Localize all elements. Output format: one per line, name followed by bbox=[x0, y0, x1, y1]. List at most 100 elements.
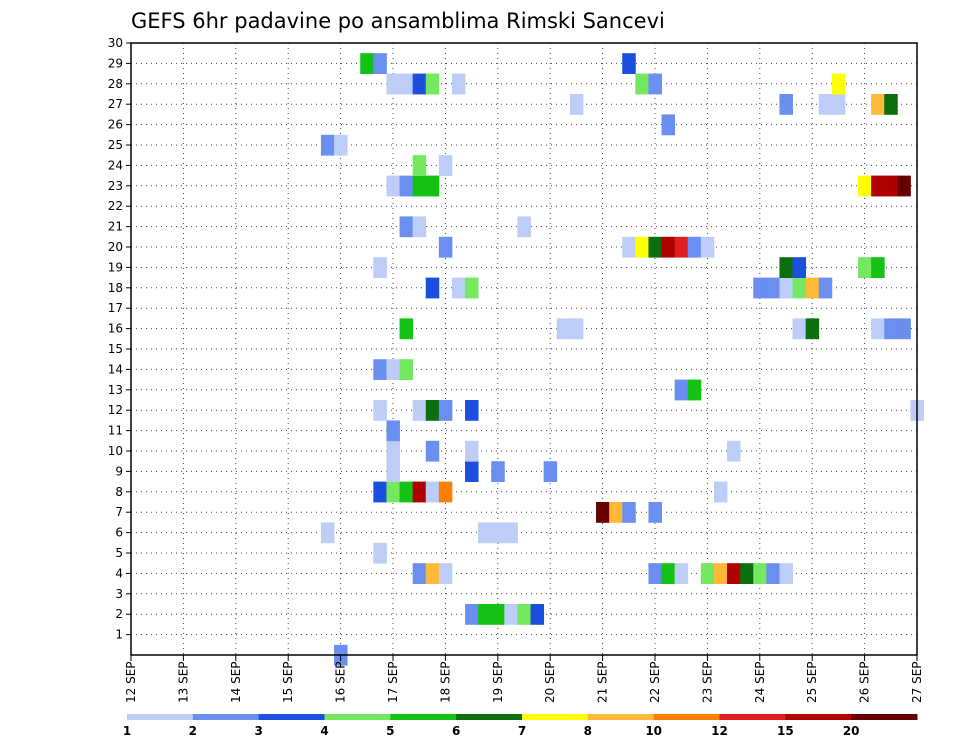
y-tick-label: 11 bbox=[108, 424, 123, 438]
y-tick-label: 24 bbox=[108, 158, 123, 172]
heatmap-cell bbox=[818, 277, 833, 299]
y-tick-label: 30 bbox=[108, 36, 123, 50]
colorbar-label: 7 bbox=[518, 724, 526, 738]
heatmap-cell bbox=[386, 359, 400, 380]
heatmap-cell bbox=[713, 563, 728, 584]
heatmap-cell bbox=[478, 604, 492, 625]
y-tick-label: 5 bbox=[115, 546, 123, 560]
heatmap-cell bbox=[753, 563, 767, 584]
heatmap-cell bbox=[897, 175, 911, 197]
heatmap-cell bbox=[478, 522, 492, 544]
heatmap-cell bbox=[543, 461, 558, 482]
heatmap-cell bbox=[425, 175, 440, 197]
heatmap-cell bbox=[373, 400, 387, 421]
colorbar-swatch bbox=[653, 714, 720, 720]
x-tick-label: 22 SEP bbox=[648, 661, 662, 703]
heatmap-cell bbox=[425, 563, 440, 584]
heatmap-cell bbox=[386, 440, 400, 462]
heatmap-cell bbox=[491, 461, 505, 482]
y-tick-label: 21 bbox=[108, 220, 123, 234]
x-tick-label: 13 SEP bbox=[176, 661, 190, 703]
colorbar-swatch bbox=[587, 714, 655, 720]
heatmap-cell bbox=[412, 155, 427, 176]
heatmap-cell bbox=[465, 400, 479, 421]
colorbar-label: 15 bbox=[777, 724, 794, 738]
colorbar-swatch bbox=[258, 714, 325, 720]
heatmap-cell bbox=[320, 134, 335, 156]
y-tick-label: 6 bbox=[115, 526, 123, 540]
heatmap-cell bbox=[622, 502, 636, 523]
colorbar-label: 8 bbox=[584, 724, 592, 738]
heatmap-cell bbox=[687, 379, 702, 401]
x-tick-label: 17 SEP bbox=[386, 661, 400, 703]
heatmap-cell bbox=[569, 318, 584, 340]
heatmap-cell bbox=[386, 481, 400, 503]
y-tick-label: 28 bbox=[108, 77, 123, 91]
heatmap-cell bbox=[517, 216, 531, 238]
heatmap-cell bbox=[386, 461, 400, 482]
heatmap-cell bbox=[661, 114, 676, 136]
y-tick-label: 18 bbox=[108, 281, 123, 295]
heatmap-cell bbox=[818, 94, 833, 115]
heatmap-cell bbox=[674, 563, 689, 584]
y-axis-ticks: 1234567891011121314151617181920212223242… bbox=[108, 36, 131, 642]
y-tick-label: 27 bbox=[108, 97, 123, 111]
heatmap-cell bbox=[858, 257, 872, 278]
x-tick-label: 26 SEP bbox=[858, 661, 872, 703]
heatmap-cell bbox=[386, 420, 400, 442]
heatmap-cell bbox=[373, 359, 387, 380]
heatmap-cell bbox=[779, 94, 793, 115]
heatmap-cell bbox=[805, 277, 820, 299]
heatmap-cell bbox=[674, 379, 689, 401]
heatmap-cell bbox=[674, 236, 689, 258]
heatmap-cell bbox=[491, 604, 505, 625]
colorbar-swatch bbox=[785, 714, 852, 720]
x-tick-label: 19 SEP bbox=[491, 661, 505, 703]
y-tick-label: 4 bbox=[115, 566, 123, 580]
y-tick-label: 25 bbox=[108, 138, 123, 152]
heatmap-cell bbox=[871, 175, 885, 197]
heatmap-cell bbox=[779, 257, 793, 278]
colorbar-swatch bbox=[719, 714, 786, 720]
y-tick-label: 22 bbox=[108, 199, 123, 213]
heatmap-cell bbox=[438, 236, 453, 258]
heatmap-cell bbox=[792, 277, 807, 299]
heatmap-cell bbox=[766, 277, 780, 299]
heatmap-cell bbox=[727, 440, 741, 462]
heatmap-cell bbox=[386, 73, 400, 95]
colorbar-label: 3 bbox=[254, 724, 262, 738]
heatmap-cell bbox=[871, 94, 885, 115]
x-tick-label: 18 SEP bbox=[438, 661, 452, 703]
heatmap-cell bbox=[661, 563, 676, 584]
colorbar-swatch bbox=[851, 714, 918, 720]
y-tick-label: 13 bbox=[108, 383, 123, 397]
grid-lines bbox=[130, 42, 918, 655]
heatmap-cell bbox=[687, 236, 702, 258]
heatmap-cell bbox=[700, 563, 715, 584]
y-tick-label: 20 bbox=[108, 240, 123, 254]
heatmap-cell bbox=[596, 502, 610, 523]
colorbar-label: 6 bbox=[452, 724, 460, 738]
heatmap-cell bbox=[648, 236, 662, 258]
heatmap-cell bbox=[412, 481, 427, 503]
heatmap-cell bbox=[805, 318, 820, 340]
heatmap-cell bbox=[320, 522, 335, 544]
heatmap-cell bbox=[412, 216, 427, 238]
heatmap-cell bbox=[609, 502, 623, 523]
heatmap-cell bbox=[425, 481, 440, 503]
colorbar-label: 1 bbox=[123, 724, 131, 738]
heatmap-cell bbox=[360, 53, 374, 74]
heatmap-cell bbox=[648, 563, 662, 584]
heatmap-cell bbox=[399, 73, 414, 95]
colorbar-swatch bbox=[192, 714, 260, 720]
y-tick-label: 17 bbox=[108, 301, 123, 315]
heatmap-cell bbox=[635, 73, 649, 95]
y-tick-label: 1 bbox=[115, 628, 123, 642]
colorbar-swatch bbox=[390, 714, 457, 720]
heatmap-cell bbox=[438, 481, 453, 503]
colorbar-label: 4 bbox=[320, 724, 328, 738]
heatmap-cell bbox=[648, 502, 662, 523]
heatmap-cell bbox=[740, 563, 754, 584]
x-tick-label: 14 SEP bbox=[229, 661, 243, 703]
